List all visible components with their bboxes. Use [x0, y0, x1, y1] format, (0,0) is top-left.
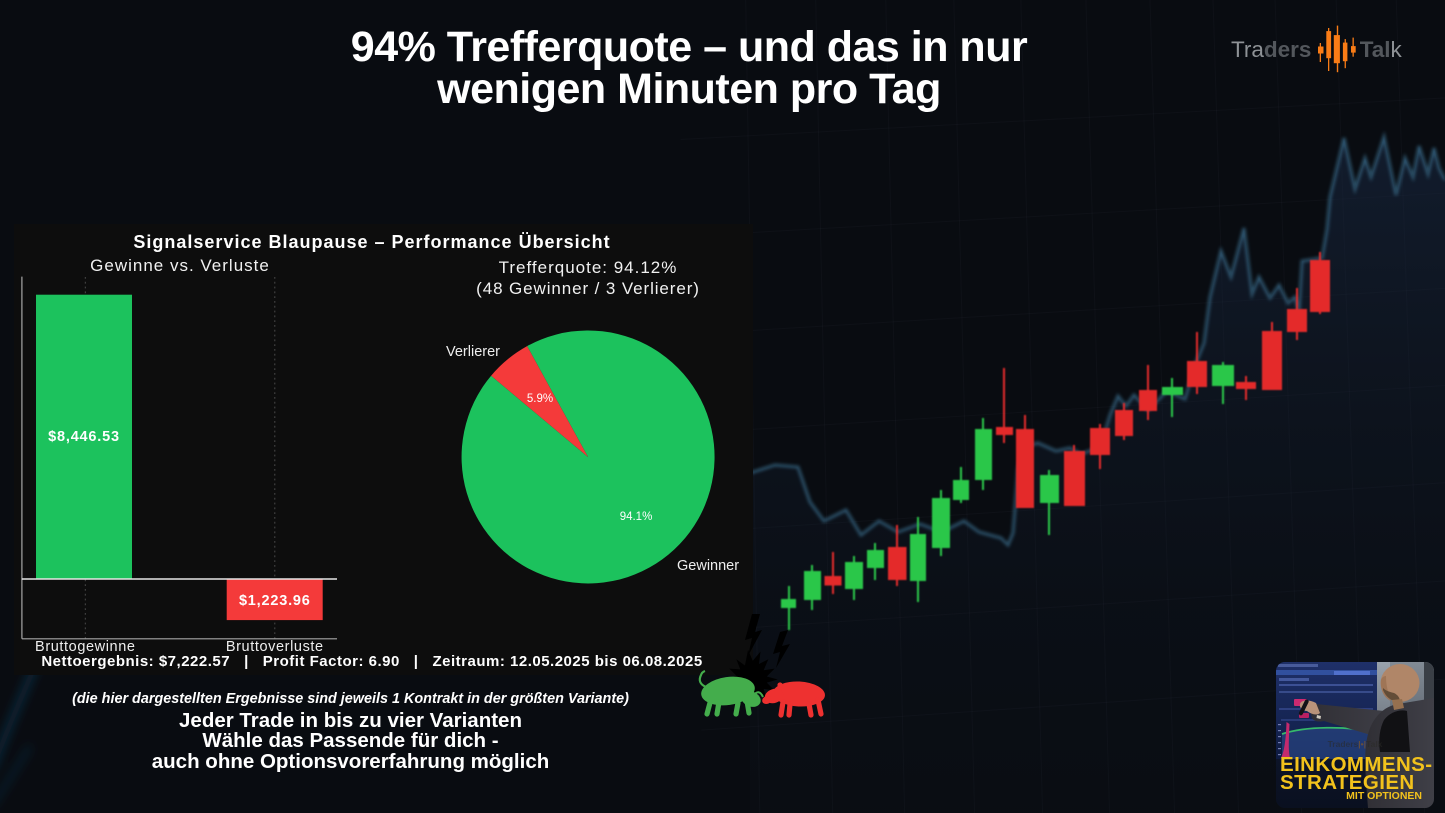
svg-text:Trefferquote: 94.12%: Trefferquote: 94.12%	[499, 258, 678, 277]
svg-text:Gewinner: Gewinner	[677, 558, 739, 574]
svg-text:Gewinne vs. Verluste: Gewinne vs. Verluste	[90, 256, 270, 275]
svg-text:Nettoergebnis: $7,222.57 |: Nettoergebnis: $7,222.57 | Profit Factor…	[41, 653, 702, 670]
svg-text:Verlierer: Verlierer	[446, 344, 500, 360]
svg-text:Bruttoverluste: Bruttoverluste	[226, 639, 324, 655]
svg-text:Traders: Traders	[1231, 37, 1311, 62]
svg-text:5.9%: 5.9%	[527, 393, 553, 405]
svg-text:94.1%: 94.1%	[620, 511, 653, 523]
svg-text:(48 Gewinner / 3 Verlierer): (48 Gewinner / 3 Verlierer)	[476, 279, 700, 298]
svg-text:$8,446.53: $8,446.53	[48, 429, 120, 445]
svg-text:Talk: Talk	[1360, 37, 1403, 62]
svg-text:$1,223.96: $1,223.96	[239, 593, 311, 609]
svg-text:Bruttogewinne: Bruttogewinne	[35, 639, 136, 655]
svg-text:Signalservice Blaupause – Perf: Signalservice Blaupause – Performance Üb…	[133, 232, 610, 252]
